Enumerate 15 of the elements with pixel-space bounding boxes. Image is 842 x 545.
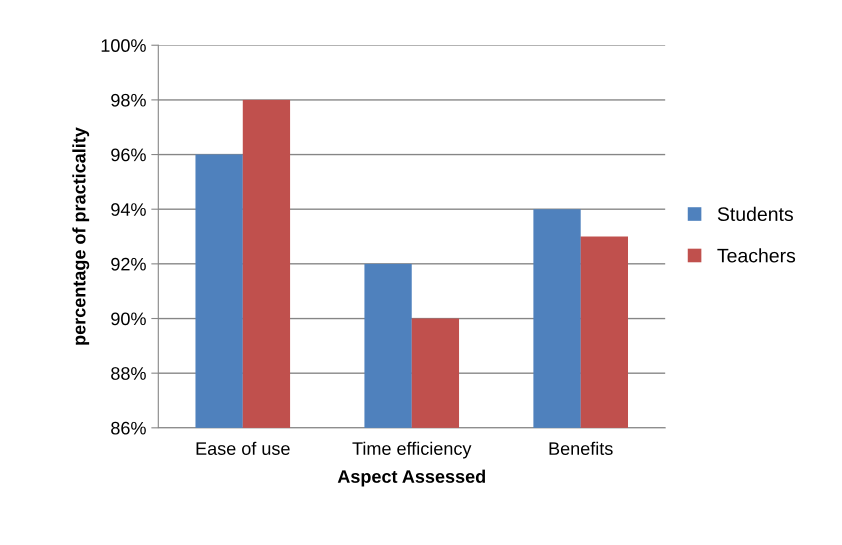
x-tick-label: Time efficiency [352,442,472,459]
x-tick-label: Benefits [550,442,613,455]
y-tick-label: 86% [111,422,146,435]
legend-label: Teachers [717,248,796,262]
y-tick-label: 88% [111,367,146,380]
y-tick-label: 100% [102,39,146,52]
y-tick-label: 94% [111,203,146,216]
y-tick-label: 92% [111,258,146,271]
x-tick-label: Ease of use [196,442,290,455]
x-axis-title: Aspect Assessed [338,470,485,486]
y-tick-label: 96% [111,148,146,162]
y-tick-label: 90% [111,312,146,326]
legend-label: Students [718,206,793,222]
y-axis-title: percentage of practicality [72,127,90,345]
y-tick-label: 98% [111,94,146,107]
